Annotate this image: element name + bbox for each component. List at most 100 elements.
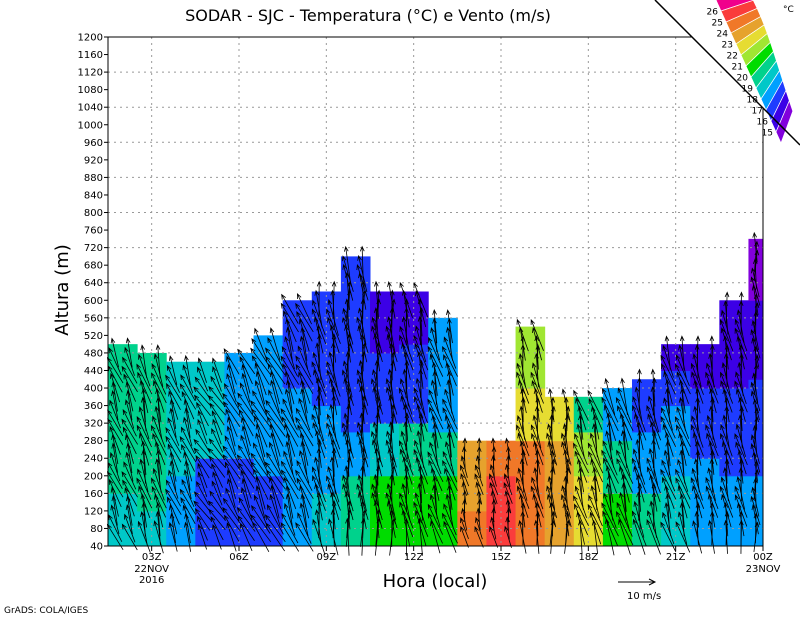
wind-arrow bbox=[359, 245, 365, 284]
wind-arrow bbox=[399, 440, 414, 476]
colorbar-label: 19 bbox=[742, 85, 754, 95]
wind-arrow bbox=[108, 478, 122, 508]
wind-arrow bbox=[690, 362, 704, 395]
temperature-cell bbox=[166, 475, 196, 547]
wind-arrow bbox=[460, 525, 469, 548]
wind-arrow bbox=[151, 372, 167, 404]
wind-arrow bbox=[165, 488, 182, 515]
wind-arrow bbox=[620, 377, 628, 416]
wind-arrow bbox=[237, 515, 255, 541]
wind-arrow bbox=[504, 490, 512, 514]
wind-arrow bbox=[427, 512, 443, 544]
wind-arrow bbox=[429, 493, 441, 527]
wind-arrow bbox=[109, 425, 121, 455]
wind-arrow bbox=[662, 344, 674, 378]
wind-arrow bbox=[223, 401, 241, 427]
wind-arrow bbox=[295, 407, 313, 438]
wind-arrow bbox=[182, 504, 193, 534]
y-tick-label: 400 bbox=[84, 384, 103, 395]
wind-arrow bbox=[295, 469, 314, 499]
wind-arrow bbox=[222, 392, 241, 418]
wind-arrow bbox=[168, 390, 179, 420]
wind-arrow bbox=[207, 500, 227, 521]
wind-arrow bbox=[211, 480, 223, 506]
y-tick-label: 160 bbox=[84, 489, 103, 500]
wind-arrow bbox=[632, 518, 646, 555]
wind-arrow bbox=[283, 310, 297, 343]
wind-arrow bbox=[646, 519, 661, 555]
wind-arrow bbox=[268, 441, 282, 474]
wind-arrow bbox=[750, 381, 761, 412]
wind-arrow bbox=[225, 408, 238, 437]
wind-arrow bbox=[734, 318, 748, 352]
wind-arrow bbox=[734, 327, 748, 360]
wind-arrow bbox=[155, 388, 162, 423]
wind-arrow bbox=[677, 458, 689, 492]
wind-arrow bbox=[720, 424, 733, 457]
wind-arrow bbox=[587, 442, 604, 474]
wind-arrow bbox=[266, 469, 285, 500]
wind-arrow bbox=[165, 479, 181, 507]
y-tick-label: 40 bbox=[90, 542, 103, 553]
y-axis-label: Altura (m) bbox=[52, 244, 73, 336]
wind-arrow bbox=[238, 409, 254, 437]
wind-arrow bbox=[503, 473, 513, 496]
wind-arrow bbox=[151, 363, 167, 395]
wind-arrow bbox=[237, 444, 255, 472]
wind-arrow bbox=[109, 451, 121, 482]
wind-arrow bbox=[632, 404, 647, 441]
wind-arrow bbox=[126, 442, 133, 473]
wind-arrow bbox=[226, 477, 236, 508]
colorbar-label: 21 bbox=[732, 63, 743, 73]
wind-arrow bbox=[588, 494, 603, 527]
wind-arrow bbox=[327, 298, 339, 336]
wind-arrow bbox=[576, 423, 585, 458]
wind-arrow bbox=[197, 418, 208, 445]
wind-arrow bbox=[342, 474, 354, 512]
wind-arrow bbox=[152, 415, 166, 448]
wind-arrow bbox=[705, 485, 719, 518]
y-tick-label: 1000 bbox=[78, 120, 103, 131]
wind-arrow bbox=[663, 449, 672, 484]
x-tick-label: 00Z bbox=[753, 552, 773, 563]
wind-arrow bbox=[720, 432, 733, 466]
wind-arrow bbox=[124, 346, 135, 376]
wind-arrow bbox=[561, 388, 571, 422]
wind-arrow bbox=[184, 460, 191, 491]
y-tick-label: 80 bbox=[90, 524, 103, 535]
wind-arrow bbox=[690, 424, 704, 457]
wind-arrow bbox=[296, 293, 312, 325]
wind-arrow bbox=[241, 372, 251, 403]
wind-arrow bbox=[137, 520, 151, 553]
wind-arrow bbox=[168, 469, 179, 499]
plot-frame bbox=[107, 36, 764, 547]
wind-arrow bbox=[399, 334, 414, 371]
wind-arrow bbox=[342, 316, 354, 354]
wind-arrow bbox=[617, 387, 632, 424]
wind-arrow bbox=[110, 504, 120, 535]
wind-arrow bbox=[617, 405, 633, 441]
wind-arrow bbox=[240, 434, 252, 464]
wind-arrow bbox=[109, 399, 122, 429]
wind-arrow bbox=[139, 458, 149, 493]
wind-arrow bbox=[250, 400, 272, 428]
wind-arrow bbox=[280, 522, 300, 552]
wind-arrow bbox=[735, 441, 747, 475]
wind-arrow bbox=[602, 440, 618, 476]
wind-arrow bbox=[207, 447, 227, 469]
wind-arrow bbox=[398, 387, 414, 423]
wind-arrow bbox=[616, 510, 634, 546]
wind-arrow bbox=[223, 383, 240, 410]
wind-arrow bbox=[531, 476, 544, 510]
wind-arrow bbox=[429, 441, 442, 475]
wind-arrow bbox=[167, 496, 180, 525]
wind-arrow bbox=[194, 376, 211, 399]
wind-arrow bbox=[675, 477, 691, 509]
wind-arrow bbox=[151, 485, 167, 518]
wind-arrow bbox=[601, 396, 619, 432]
wind-arrow bbox=[136, 415, 152, 448]
wind-arrow bbox=[280, 408, 300, 438]
wind-arrow bbox=[588, 398, 603, 430]
wind-arrow bbox=[296, 460, 313, 491]
wind-arrow bbox=[442, 407, 458, 439]
